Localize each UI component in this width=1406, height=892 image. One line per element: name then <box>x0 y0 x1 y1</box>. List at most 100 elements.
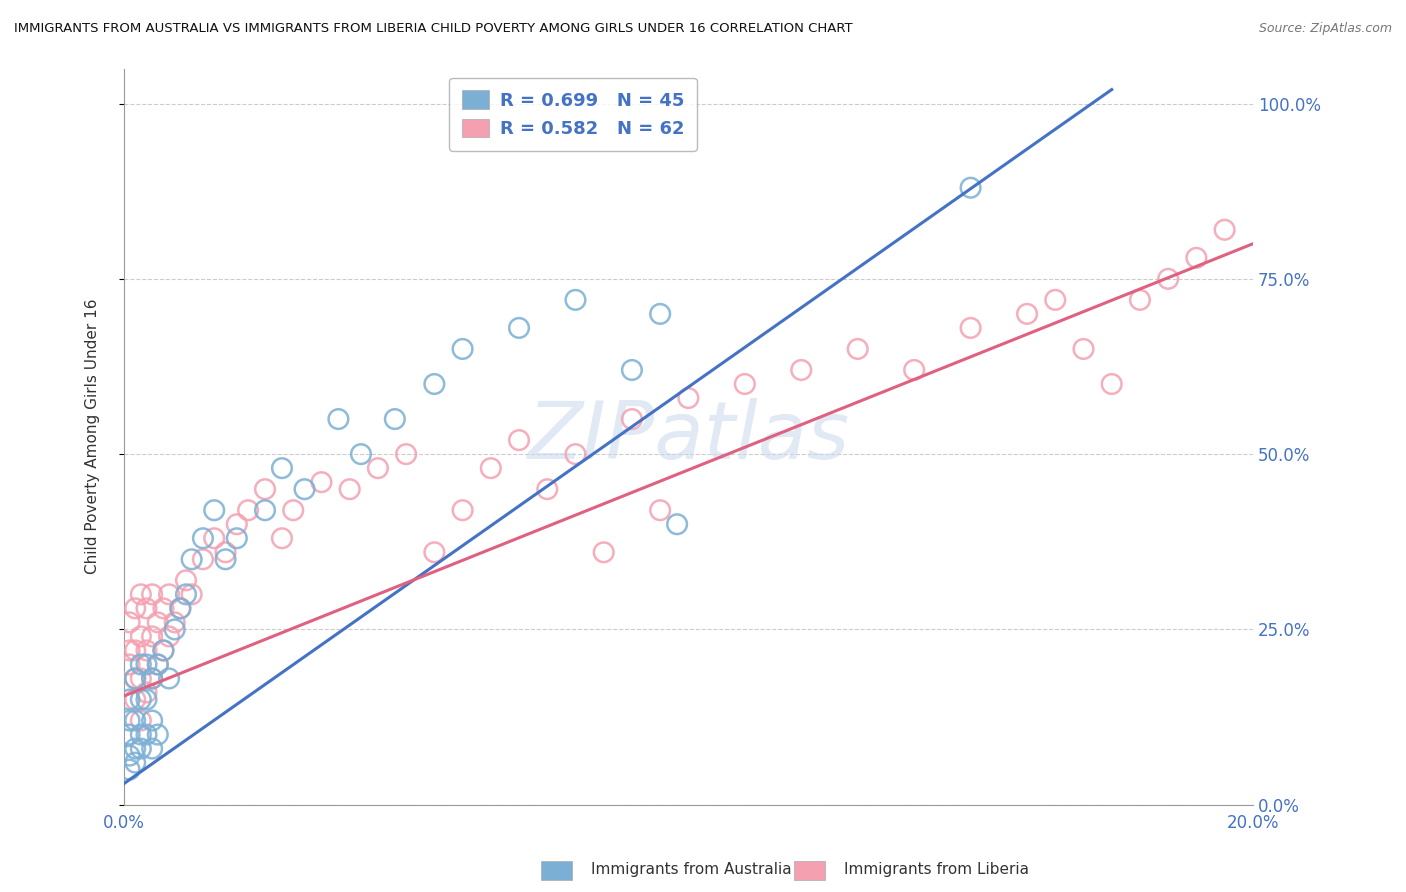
Point <box>395 447 418 461</box>
Point <box>118 657 141 672</box>
Point <box>169 601 191 615</box>
Point <box>790 363 813 377</box>
Point <box>141 714 163 728</box>
Point <box>157 629 180 643</box>
Point <box>650 503 672 517</box>
Point <box>141 741 163 756</box>
Point <box>141 672 163 686</box>
Point <box>157 672 180 686</box>
Point <box>180 552 202 566</box>
Point <box>135 643 157 657</box>
Point <box>367 461 389 475</box>
Point <box>124 643 146 657</box>
Point <box>157 587 180 601</box>
Point <box>214 552 236 566</box>
Point <box>191 531 214 545</box>
Point <box>124 672 146 686</box>
Point <box>135 728 157 742</box>
Point <box>1101 377 1123 392</box>
Point <box>225 517 247 532</box>
Point <box>174 587 197 601</box>
Point <box>129 741 152 756</box>
Point <box>959 321 981 335</box>
Point <box>508 433 530 447</box>
Point <box>129 714 152 728</box>
Point <box>328 412 350 426</box>
Point <box>152 643 174 657</box>
Point <box>141 629 163 643</box>
Point <box>650 307 672 321</box>
Point <box>1157 272 1180 286</box>
Text: Immigrants from Australia: Immigrants from Australia <box>591 863 792 877</box>
Point <box>451 503 474 517</box>
Point <box>124 692 146 706</box>
Point <box>118 643 141 657</box>
Point <box>1213 223 1236 237</box>
Legend: R = 0.699   N = 45, R = 0.582   N = 62: R = 0.699 N = 45, R = 0.582 N = 62 <box>449 78 697 151</box>
Point <box>620 412 643 426</box>
Point <box>135 657 157 672</box>
Point <box>124 601 146 615</box>
Point <box>129 657 152 672</box>
Point <box>135 685 157 699</box>
Point <box>959 180 981 194</box>
Point <box>225 531 247 545</box>
Text: ZIPatlas: ZIPatlas <box>527 398 849 475</box>
Text: Immigrants from Liberia: Immigrants from Liberia <box>844 863 1029 877</box>
Point <box>118 714 141 728</box>
Point <box>124 756 146 770</box>
Point <box>253 482 276 496</box>
Point <box>214 545 236 559</box>
Point <box>620 363 643 377</box>
Point <box>146 657 169 672</box>
Point <box>271 531 294 545</box>
Point <box>118 615 141 630</box>
Point <box>129 587 152 601</box>
Point <box>564 447 586 461</box>
Point <box>1045 293 1067 307</box>
Point <box>666 517 689 532</box>
Point <box>423 545 446 559</box>
Point <box>202 503 225 517</box>
Point <box>1129 293 1152 307</box>
Point <box>174 574 197 588</box>
Point <box>592 545 614 559</box>
Point <box>846 342 869 356</box>
Point <box>423 377 446 392</box>
Point <box>146 615 169 630</box>
Point <box>129 629 152 643</box>
Y-axis label: Child Poverty Among Girls Under 16: Child Poverty Among Girls Under 16 <box>86 299 100 574</box>
Point <box>1015 307 1038 321</box>
Point <box>294 482 316 496</box>
Point <box>169 601 191 615</box>
Point <box>191 552 214 566</box>
Point <box>180 587 202 601</box>
Point <box>451 342 474 356</box>
Point <box>202 531 225 545</box>
Point <box>508 321 530 335</box>
Point <box>903 363 925 377</box>
Point <box>118 748 141 763</box>
Text: Source: ZipAtlas.com: Source: ZipAtlas.com <box>1258 22 1392 36</box>
Point <box>118 692 141 706</box>
Point <box>124 714 146 728</box>
Point <box>283 503 305 517</box>
Point <box>1185 251 1208 265</box>
Point <box>129 728 152 742</box>
Point <box>564 293 586 307</box>
Point <box>141 672 163 686</box>
Point <box>1073 342 1095 356</box>
Point <box>384 412 406 426</box>
Point <box>350 447 373 461</box>
Point <box>152 643 174 657</box>
Point <box>339 482 361 496</box>
Point <box>129 692 152 706</box>
Point <box>734 377 756 392</box>
Point <box>253 503 276 517</box>
Point <box>135 692 157 706</box>
Point <box>124 672 146 686</box>
Point <box>118 763 141 777</box>
Point <box>124 741 146 756</box>
Point <box>152 601 174 615</box>
Point <box>141 587 163 601</box>
